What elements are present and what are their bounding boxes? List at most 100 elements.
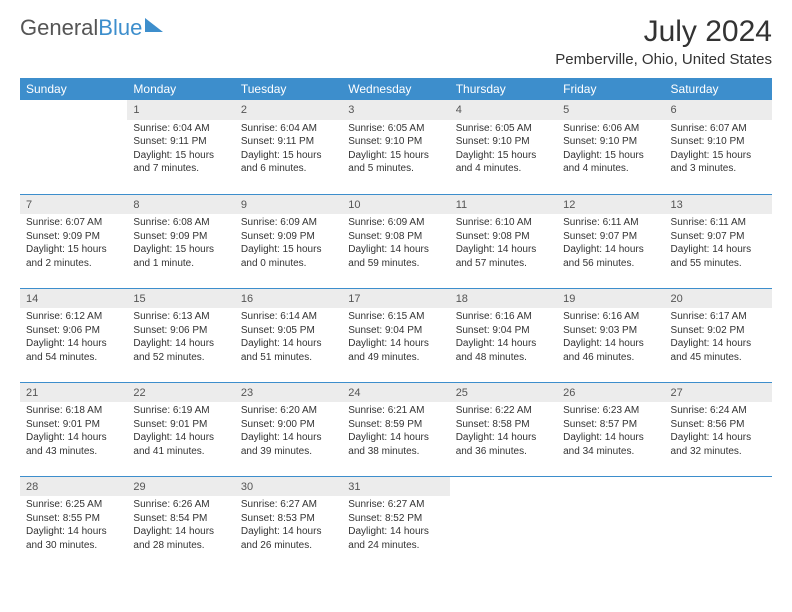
- day-details: Sunrise: 6:10 AMSunset: 9:08 PMDaylight:…: [450, 214, 557, 274]
- day-sr: Sunrise: 6:13 AM: [133, 310, 228, 324]
- day-ss: Sunset: 9:10 PM: [563, 135, 658, 149]
- calendar-body: 1Sunrise: 6:04 AMSunset: 9:11 PMDaylight…: [20, 100, 772, 570]
- day-ss: Sunset: 8:56 PM: [671, 418, 766, 432]
- calendar-cell: 9Sunrise: 6:09 AMSunset: 9:09 PMDaylight…: [235, 194, 342, 288]
- day-details: Sunrise: 6:18 AMSunset: 9:01 PMDaylight:…: [20, 402, 127, 462]
- weekday-header: Wednesday: [342, 78, 449, 100]
- day-details: Sunrise: 6:07 AMSunset: 9:09 PMDaylight:…: [20, 214, 127, 274]
- day-number: 17: [342, 289, 449, 309]
- day-sr: Sunrise: 6:21 AM: [348, 404, 443, 418]
- day-sr: Sunrise: 6:22 AM: [456, 404, 551, 418]
- logo: GeneralBlue: [20, 15, 163, 41]
- day-ss: Sunset: 9:09 PM: [241, 230, 336, 244]
- day-dl: Daylight: 14 hours and 34 minutes.: [563, 431, 658, 458]
- day-number: 26: [557, 383, 664, 403]
- day-number: 20: [665, 289, 772, 309]
- day-number: 30: [235, 477, 342, 497]
- day-ss: Sunset: 9:01 PM: [133, 418, 228, 432]
- calendar-cell: 24Sunrise: 6:21 AMSunset: 8:59 PMDayligh…: [342, 382, 449, 476]
- day-details: Sunrise: 6:06 AMSunset: 9:10 PMDaylight:…: [557, 120, 664, 180]
- day-dl: Daylight: 15 hours and 2 minutes.: [26, 243, 121, 270]
- calendar-cell: 18Sunrise: 6:16 AMSunset: 9:04 PMDayligh…: [450, 288, 557, 382]
- day-ss: Sunset: 9:06 PM: [133, 324, 228, 338]
- day-details: Sunrise: 6:08 AMSunset: 9:09 PMDaylight:…: [127, 214, 234, 274]
- day-sr: Sunrise: 6:25 AM: [26, 498, 121, 512]
- weekday-header: Monday: [127, 78, 234, 100]
- day-dl: Daylight: 14 hours and 45 minutes.: [671, 337, 766, 364]
- day-ss: Sunset: 8:59 PM: [348, 418, 443, 432]
- day-number: 14: [20, 289, 127, 309]
- day-ss: Sunset: 9:00 PM: [241, 418, 336, 432]
- day-sr: Sunrise: 6:04 AM: [241, 122, 336, 136]
- day-sr: Sunrise: 6:07 AM: [671, 122, 766, 136]
- day-ss: Sunset: 9:07 PM: [671, 230, 766, 244]
- day-ss: Sunset: 9:10 PM: [456, 135, 551, 149]
- day-details: Sunrise: 6:15 AMSunset: 9:04 PMDaylight:…: [342, 308, 449, 368]
- day-details: Sunrise: 6:17 AMSunset: 9:02 PMDaylight:…: [665, 308, 772, 368]
- day-details: Sunrise: 6:09 AMSunset: 9:08 PMDaylight:…: [342, 214, 449, 274]
- calendar-week-row: 7Sunrise: 6:07 AMSunset: 9:09 PMDaylight…: [20, 194, 772, 288]
- day-sr: Sunrise: 6:09 AM: [348, 216, 443, 230]
- day-dl: Daylight: 14 hours and 54 minutes.: [26, 337, 121, 364]
- day-sr: Sunrise: 6:06 AM: [563, 122, 658, 136]
- calendar-cell: [665, 476, 772, 570]
- day-dl: Daylight: 15 hours and 5 minutes.: [348, 149, 443, 176]
- day-dl: Daylight: 15 hours and 6 minutes.: [241, 149, 336, 176]
- calendar-cell: 23Sunrise: 6:20 AMSunset: 9:00 PMDayligh…: [235, 382, 342, 476]
- calendar-cell: 25Sunrise: 6:22 AMSunset: 8:58 PMDayligh…: [450, 382, 557, 476]
- calendar-cell: 27Sunrise: 6:24 AMSunset: 8:56 PMDayligh…: [665, 382, 772, 476]
- calendar-cell: 6Sunrise: 6:07 AMSunset: 9:10 PMDaylight…: [665, 100, 772, 194]
- calendar-cell: 15Sunrise: 6:13 AMSunset: 9:06 PMDayligh…: [127, 288, 234, 382]
- calendar-cell: 5Sunrise: 6:06 AMSunset: 9:10 PMDaylight…: [557, 100, 664, 194]
- day-number: 24: [342, 383, 449, 403]
- day-ss: Sunset: 9:11 PM: [241, 135, 336, 149]
- logo-text-1: General: [20, 15, 98, 41]
- calendar-cell: 1Sunrise: 6:04 AMSunset: 9:11 PMDaylight…: [127, 100, 234, 194]
- calendar-cell: 10Sunrise: 6:09 AMSunset: 9:08 PMDayligh…: [342, 194, 449, 288]
- calendar-cell: 14Sunrise: 6:12 AMSunset: 9:06 PMDayligh…: [20, 288, 127, 382]
- calendar-cell: 16Sunrise: 6:14 AMSunset: 9:05 PMDayligh…: [235, 288, 342, 382]
- day-number: 23: [235, 383, 342, 403]
- day-number: 10: [342, 195, 449, 215]
- day-sr: Sunrise: 6:19 AM: [133, 404, 228, 418]
- day-details: Sunrise: 6:04 AMSunset: 9:11 PMDaylight:…: [127, 120, 234, 180]
- day-dl: Daylight: 14 hours and 28 minutes.: [133, 525, 228, 552]
- day-sr: Sunrise: 6:16 AM: [456, 310, 551, 324]
- day-sr: Sunrise: 6:05 AM: [456, 122, 551, 136]
- day-ss: Sunset: 9:09 PM: [26, 230, 121, 244]
- day-sr: Sunrise: 6:15 AM: [348, 310, 443, 324]
- day-ss: Sunset: 9:03 PM: [563, 324, 658, 338]
- day-dl: Daylight: 14 hours and 59 minutes.: [348, 243, 443, 270]
- day-details: Sunrise: 6:04 AMSunset: 9:11 PMDaylight:…: [235, 120, 342, 180]
- day-sr: Sunrise: 6:27 AM: [241, 498, 336, 512]
- day-sr: Sunrise: 6:16 AM: [563, 310, 658, 324]
- day-ss: Sunset: 9:08 PM: [456, 230, 551, 244]
- day-number: 28: [20, 477, 127, 497]
- calendar-cell: 11Sunrise: 6:10 AMSunset: 9:08 PMDayligh…: [450, 194, 557, 288]
- calendar-cell: 30Sunrise: 6:27 AMSunset: 8:53 PMDayligh…: [235, 476, 342, 570]
- day-details: Sunrise: 6:05 AMSunset: 9:10 PMDaylight:…: [450, 120, 557, 180]
- day-details: Sunrise: 6:05 AMSunset: 9:10 PMDaylight:…: [342, 120, 449, 180]
- calendar-week-row: 1Sunrise: 6:04 AMSunset: 9:11 PMDaylight…: [20, 100, 772, 194]
- day-ss: Sunset: 9:04 PM: [348, 324, 443, 338]
- day-ss: Sunset: 9:10 PM: [671, 135, 766, 149]
- day-sr: Sunrise: 6:14 AM: [241, 310, 336, 324]
- calendar-cell: 17Sunrise: 6:15 AMSunset: 9:04 PMDayligh…: [342, 288, 449, 382]
- day-number: 7: [20, 195, 127, 215]
- day-ss: Sunset: 9:11 PM: [133, 135, 228, 149]
- calendar-cell: 4Sunrise: 6:05 AMSunset: 9:10 PMDaylight…: [450, 100, 557, 194]
- calendar-cell: 20Sunrise: 6:17 AMSunset: 9:02 PMDayligh…: [665, 288, 772, 382]
- day-number: 21: [20, 383, 127, 403]
- day-dl: Daylight: 14 hours and 30 minutes.: [26, 525, 121, 552]
- day-dl: Daylight: 14 hours and 41 minutes.: [133, 431, 228, 458]
- calendar-week-row: 21Sunrise: 6:18 AMSunset: 9:01 PMDayligh…: [20, 382, 772, 476]
- day-dl: Daylight: 14 hours and 57 minutes.: [456, 243, 551, 270]
- weekday-header: Saturday: [665, 78, 772, 100]
- day-sr: Sunrise: 6:11 AM: [563, 216, 658, 230]
- day-ss: Sunset: 9:01 PM: [26, 418, 121, 432]
- day-dl: Daylight: 14 hours and 32 minutes.: [671, 431, 766, 458]
- day-ss: Sunset: 9:09 PM: [133, 230, 228, 244]
- day-dl: Daylight: 14 hours and 52 minutes.: [133, 337, 228, 364]
- day-number: 12: [557, 195, 664, 215]
- calendar-week-row: 14Sunrise: 6:12 AMSunset: 9:06 PMDayligh…: [20, 288, 772, 382]
